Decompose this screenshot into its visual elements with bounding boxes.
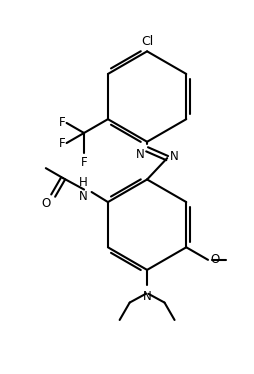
Text: F: F [59,116,65,129]
Text: O: O [211,253,220,266]
Text: F: F [59,137,65,150]
Text: F: F [81,156,87,169]
Text: N: N [136,148,145,161]
Text: H
N: H N [79,176,88,203]
Text: N: N [170,150,179,163]
Text: N: N [143,290,151,303]
Text: Cl: Cl [141,34,153,47]
Text: O: O [41,197,51,210]
